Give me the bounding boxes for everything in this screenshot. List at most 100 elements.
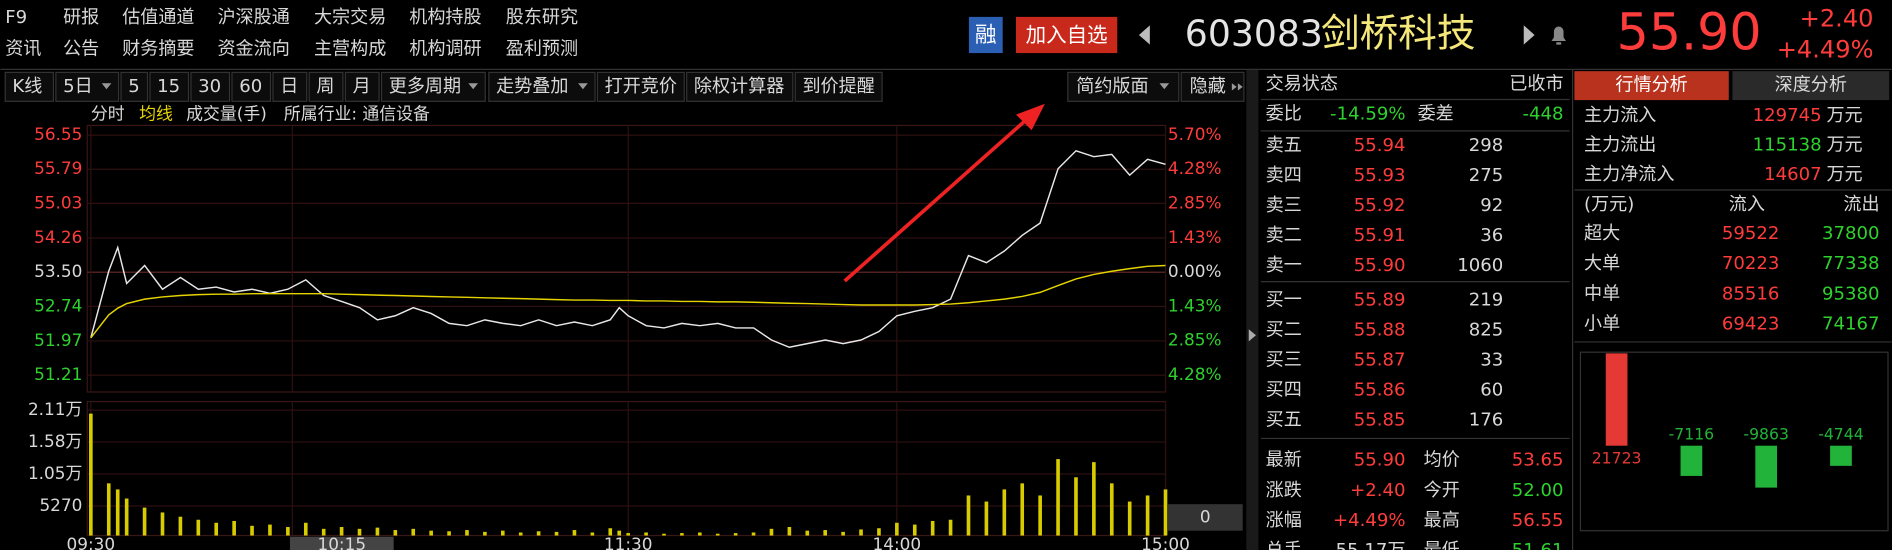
toolbar-button[interactable] bbox=[308, 71, 344, 102]
legend-entry[interactable]: 均线 bbox=[139, 104, 173, 124]
flow-value: 14607 bbox=[1764, 164, 1822, 185]
x-tick-label: 15:00 bbox=[1141, 534, 1190, 550]
tab-active[interactable] bbox=[1574, 71, 1729, 101]
legend-entry[interactable]: 分时 bbox=[91, 104, 125, 124]
toolbar-label[interactable]: 5 bbox=[128, 76, 140, 97]
toolbar-label[interactable]: 月 bbox=[353, 76, 371, 97]
menu-item[interactable]: 资讯 bbox=[5, 38, 41, 59]
toolbar-button[interactable] bbox=[190, 71, 231, 102]
volume-tick-label: 5270 bbox=[39, 495, 82, 515]
volume-bar bbox=[339, 527, 344, 536]
margin-tag[interactable]: 融 bbox=[975, 23, 997, 48]
menu-item[interactable]: 机构调研 bbox=[409, 38, 481, 59]
flow-in: 70223 bbox=[1722, 253, 1780, 274]
toolbar-button[interactable] bbox=[272, 71, 308, 102]
table-header: 流出 bbox=[1843, 194, 1879, 215]
menu-item[interactable]: 资金流向 bbox=[217, 38, 289, 59]
toolbar-button[interactable] bbox=[149, 71, 190, 102]
menu-item[interactable]: F9 bbox=[5, 7, 27, 28]
toolbar-label[interactable]: K线 bbox=[12, 76, 42, 97]
toolbar-label[interactable]: 打开竞价 bbox=[605, 76, 677, 97]
volume-bar bbox=[196, 519, 201, 536]
next-stock[interactable] bbox=[1523, 25, 1535, 45]
stat-label: 今开 bbox=[1424, 480, 1460, 501]
flow-in: 59522 bbox=[1722, 223, 1780, 244]
tab-label[interactable]: 深度分析 bbox=[1775, 75, 1847, 96]
margin-tag-box[interactable] bbox=[968, 16, 1003, 54]
menu-item[interactable]: 财务摘要 bbox=[122, 38, 194, 59]
prev-stock[interactable] bbox=[1138, 25, 1150, 45]
net-flow-label: -7116 bbox=[1669, 424, 1715, 443]
stat-value: 55.90 bbox=[1354, 450, 1406, 471]
volume-bar bbox=[644, 532, 648, 536]
toolbar-label[interactable]: 周 bbox=[316, 76, 334, 97]
toolbar-button[interactable] bbox=[344, 71, 380, 102]
net-flow-bar bbox=[1755, 445, 1778, 488]
arrow-head bbox=[1015, 103, 1045, 131]
toolbar-label[interactable]: 更多周期 bbox=[389, 76, 461, 97]
volume-bar bbox=[1056, 459, 1060, 536]
side-toggle[interactable] bbox=[1248, 329, 1256, 342]
tab[interactable] bbox=[1732, 71, 1890, 101]
menu-item[interactable]: 大宗交易 bbox=[314, 7, 386, 28]
y2-tick-label: 0.00% bbox=[1168, 261, 1222, 281]
toolbar-label[interactable]: 到价提醒 bbox=[802, 76, 874, 97]
hide-label[interactable]: 隐藏 bbox=[1190, 76, 1226, 97]
value: -448 bbox=[1523, 104, 1564, 125]
toolbar-button[interactable] bbox=[596, 71, 685, 102]
toolbar-label[interactable]: 15 bbox=[157, 76, 180, 97]
toolbar-button[interactable] bbox=[120, 71, 149, 102]
net-flow-panel bbox=[1579, 351, 1889, 532]
order-price: 55.87 bbox=[1354, 349, 1406, 370]
toolbar-button[interactable] bbox=[380, 71, 486, 102]
order-volume: 825 bbox=[1469, 319, 1504, 340]
menu-item[interactable]: 估值通道 bbox=[122, 7, 194, 28]
toolbar-label[interactable]: 除权计算器 bbox=[694, 76, 784, 97]
volume-bar bbox=[1127, 501, 1132, 536]
menu-item[interactable]: 盈利预测 bbox=[506, 38, 578, 59]
layout-button[interactable] bbox=[1067, 71, 1180, 102]
toolbar-label[interactable]: 30 bbox=[198, 76, 221, 97]
stat-label: 涨跌 bbox=[1266, 480, 1302, 501]
layout-label[interactable]: 简约版面 bbox=[1076, 76, 1148, 97]
status: 已收市 bbox=[1509, 73, 1563, 94]
tab-label[interactable]: 行情分析 bbox=[1615, 75, 1687, 96]
price-line bbox=[90, 149, 1166, 349]
volume-bar bbox=[617, 530, 622, 536]
menu-item[interactable]: 机构持股 bbox=[409, 7, 481, 28]
menu-item[interactable]: 研报 bbox=[63, 7, 99, 28]
toolbar-label[interactable]: 日 bbox=[280, 76, 298, 97]
volume-bar bbox=[106, 483, 111, 536]
volume-bar bbox=[124, 498, 129, 536]
menu-item[interactable]: 主营构成 bbox=[314, 38, 386, 59]
volume-bar bbox=[375, 527, 380, 536]
volume-tick-label: 2.11万 bbox=[28, 399, 82, 419]
add-watch-label[interactable]: 加入自选 bbox=[1026, 23, 1108, 47]
menu-item[interactable]: 股东研究 bbox=[506, 7, 578, 28]
toolbar-label[interactable]: 60 bbox=[239, 76, 262, 97]
alert-bell[interactable] bbox=[1551, 26, 1566, 45]
toolbar-label[interactable]: 5日 bbox=[63, 76, 93, 97]
add-watch-button[interactable] bbox=[1015, 16, 1118, 54]
volume-bar bbox=[160, 512, 165, 536]
expand-icon bbox=[1237, 83, 1243, 91]
menu-item[interactable]: 沪深股通 bbox=[217, 7, 289, 28]
y-tick-label: 54.26 bbox=[34, 227, 82, 247]
volume-bar bbox=[662, 533, 666, 536]
volume-zero-box bbox=[1167, 504, 1243, 531]
last-price: 55.90 bbox=[1617, 3, 1762, 62]
toolbar-button[interactable] bbox=[231, 71, 272, 102]
flow-value: 115138 bbox=[1753, 134, 1822, 155]
toolbar-button[interactable] bbox=[686, 71, 794, 102]
toolbar-button[interactable] bbox=[4, 71, 55, 102]
y2-tick-label: 4.28% bbox=[1168, 364, 1222, 384]
x-tick-label: 10:15 bbox=[317, 534, 366, 550]
dropdown-caret bbox=[101, 83, 112, 90]
toolbar-button[interactable] bbox=[488, 71, 596, 102]
toolbar-button[interactable] bbox=[794, 71, 883, 102]
y-tick-label: 52.74 bbox=[34, 295, 82, 315]
volume-bar bbox=[590, 532, 595, 536]
table-header: (万元) bbox=[1584, 194, 1634, 215]
menu-item[interactable]: 公告 bbox=[63, 38, 99, 59]
toolbar-label[interactable]: 走势叠加 bbox=[496, 76, 568, 97]
